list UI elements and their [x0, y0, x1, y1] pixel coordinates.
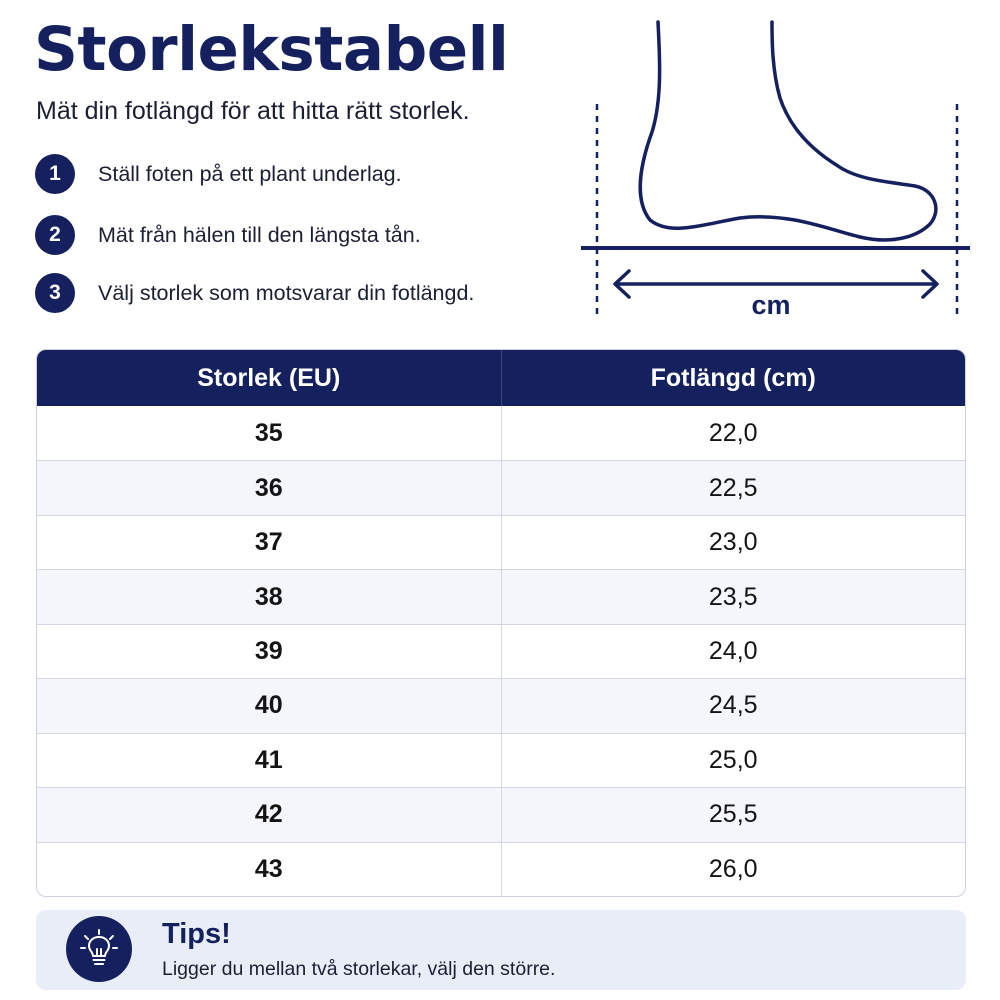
step-text: Ställ foten på ett plant underlag.	[98, 161, 402, 186]
step-number-badge: 3	[35, 273, 75, 313]
step-item: 3 Välj storlek som motsvarar din fotläng…	[35, 273, 595, 313]
length-cell: 25,0	[500, 733, 966, 788]
table-row: 36 22,5	[37, 460, 966, 515]
table-row: 38 23,5	[37, 569, 966, 624]
table-header: Storlek (EU) Fotlängd (cm)	[37, 350, 965, 406]
length-cell: 25,5	[500, 788, 966, 842]
length-cell: 24,5	[500, 679, 966, 733]
table-body: 35 22,0 36 22,5 37 23,0 38 23,5 39 24,0 …	[37, 406, 965, 896]
tips-title: Tips!	[162, 918, 231, 950]
step-number-badge: 1	[35, 154, 75, 194]
size-cell: 36	[254, 473, 283, 502]
table-row: 37 23,0	[37, 514, 966, 570]
length-cell: 24,0	[500, 624, 966, 679]
size-cell: 42	[254, 800, 283, 829]
length-cell: 23,0	[500, 515, 966, 570]
length-cell: 23,5	[500, 570, 966, 624]
tips-box: Tips! Ligger du mellan två storlekar, vä…	[36, 910, 966, 990]
tips-text: Ligger du mellan två storlekar, välj den…	[162, 958, 556, 980]
size-cell: 41	[254, 745, 283, 774]
length-cell: 22,5	[500, 461, 966, 515]
lightbulb-icon	[66, 916, 132, 982]
step-item: 2 Mät från hälen till den längsta tån.	[35, 215, 595, 255]
table-row: 41 25,0	[37, 732, 966, 788]
step-text: Välj storlek som motsvarar din fotlängd.	[98, 280, 475, 305]
table-row: 39 24,0	[37, 623, 966, 679]
size-cell: 35	[254, 418, 283, 447]
step-number-badge: 2	[35, 215, 75, 255]
table-row: 35 22,0	[37, 406, 966, 461]
step-item: 1 Ställ foten på ett plant underlag.	[35, 154, 595, 194]
size-cell: 38	[254, 582, 283, 611]
table-row: 43 26,0	[37, 841, 966, 896]
page-subtitle: Mät din fotlängd för att hitta rätt stor…	[36, 97, 470, 125]
length-cell: 22,0	[500, 406, 966, 461]
size-cell: 37	[254, 528, 283, 557]
column-header-length: Fotlängd (cm)	[500, 350, 966, 406]
size-cell: 40	[254, 691, 283, 720]
column-header-size: Storlek (EU)	[197, 363, 341, 392]
table-row: 40 24,5	[37, 678, 966, 733]
unit-label: cm	[751, 290, 791, 320]
step-text: Mät från hälen till den längsta tån.	[98, 222, 421, 247]
size-cell: 39	[254, 636, 283, 665]
table-row: 42 25,5	[37, 787, 966, 842]
foot-measure-icon	[581, 20, 970, 316]
length-cell: 26,0	[500, 842, 966, 896]
size-table: Storlek (EU) Fotlängd (cm) 35 22,0 36 22…	[36, 349, 966, 897]
page-title: Storlekstabell	[34, 14, 509, 85]
size-cell: 43	[254, 854, 283, 883]
